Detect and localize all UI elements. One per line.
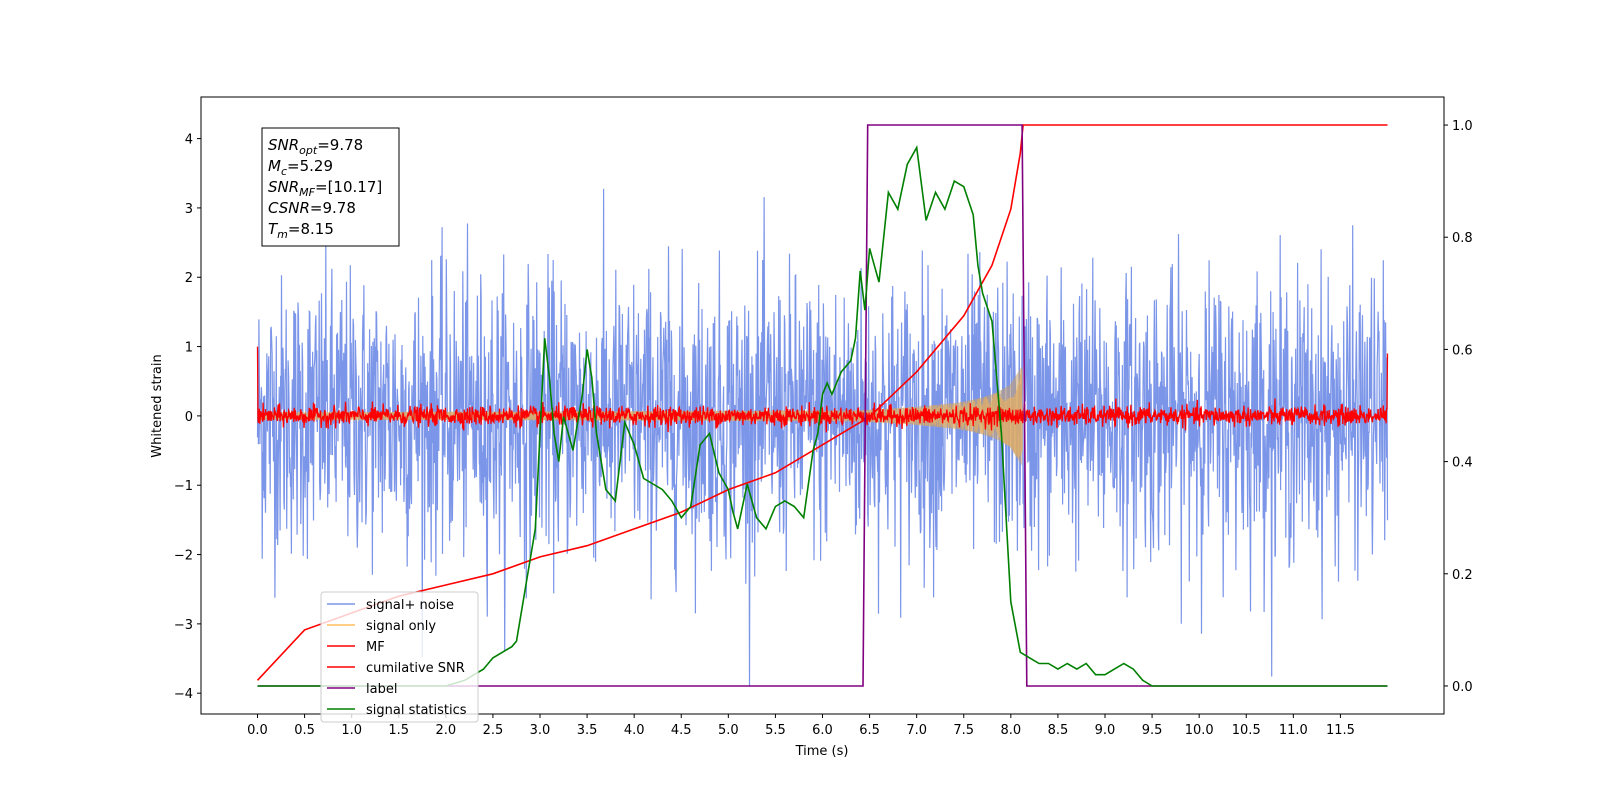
x-tick-label: 11.5 bbox=[1326, 723, 1355, 738]
x-tick-label: 9.0 bbox=[1095, 723, 1116, 738]
legend-label: label bbox=[366, 682, 397, 697]
y-right-tick-label: 0.2 bbox=[1452, 568, 1473, 583]
y-left-tick-label: −3 bbox=[174, 618, 193, 633]
y-right-tick-label: 0.0 bbox=[1452, 680, 1473, 695]
y-left-tick-label: 1 bbox=[185, 341, 193, 356]
series-label bbox=[257, 124, 1388, 687]
x-tick-label: 6.0 bbox=[812, 723, 833, 738]
legend-label: signal only bbox=[366, 619, 436, 634]
info-line: Tm=8.15 bbox=[268, 220, 334, 241]
series-layer bbox=[256, 124, 1389, 687]
info-line: SNRMF=[10.17] bbox=[268, 178, 382, 199]
series-mf bbox=[256, 346, 1389, 433]
x-axis: 0.0 0.5 1.0 1.5 2.0 2.5 3.0 3.5 4.0 4.5 5.0 5.5 6.0 6… bbox=[247, 714, 1355, 738]
info-line: SNRopt=9.78 bbox=[268, 136, 363, 157]
x-tick-label: 0.5 bbox=[294, 723, 315, 738]
x-tick-label: 8.0 bbox=[1000, 723, 1021, 738]
y-left-tick-label: −2 bbox=[174, 549, 193, 564]
x-tick-label: 5.0 bbox=[718, 723, 739, 738]
y-left-tick-label: 3 bbox=[185, 202, 193, 217]
y-left-tick-label: 0 bbox=[185, 410, 193, 425]
x-tick-label: 2.0 bbox=[435, 723, 456, 738]
x-tick-label: 10.5 bbox=[1232, 723, 1261, 738]
info-line: Mc=5.29 bbox=[268, 157, 333, 178]
x-tick-label: 1.0 bbox=[341, 723, 362, 738]
y-axis-label: Whitened strain bbox=[150, 354, 165, 457]
y-right-tick-label: 0.4 bbox=[1452, 456, 1473, 471]
x-tick-label: 7.0 bbox=[906, 723, 927, 738]
legend-label: MF bbox=[366, 640, 385, 655]
y-right-tick-label: 0.6 bbox=[1452, 343, 1473, 358]
info-box: SNRopt=9.78Mc=5.29SNRMF=[10.17]CSNR=9.78… bbox=[261, 127, 400, 247]
x-tick-label: 0.0 bbox=[247, 723, 268, 738]
legend-label: cumilative SNR bbox=[366, 661, 465, 676]
x-tick-label: 11.0 bbox=[1279, 723, 1308, 738]
x-tick-label: 3.0 bbox=[530, 723, 551, 738]
y-axis-right: 1.0 0.8 0.6 0.4 0.2 0.0 bbox=[1444, 119, 1473, 695]
x-tick-label: 7.5 bbox=[953, 723, 974, 738]
legend-label: signal statistics bbox=[366, 703, 467, 718]
y-axis-left: 4 3 2 1 0 −1 −2 −3 −4 bbox=[174, 133, 201, 702]
y-left-tick-label: −4 bbox=[174, 687, 193, 702]
y-left-tick-label: 2 bbox=[185, 271, 193, 286]
x-tick-label: 1.5 bbox=[388, 723, 409, 738]
x-tick-label: 5.5 bbox=[765, 723, 786, 738]
x-tick-label: 8.5 bbox=[1048, 723, 1069, 738]
y-left-tick-label: 4 bbox=[185, 133, 193, 148]
x-axis-label: Time (s) bbox=[795, 744, 849, 759]
x-tick-label: 3.5 bbox=[577, 723, 598, 738]
info-line: CSNR=9.78 bbox=[268, 199, 356, 217]
y-right-tick-label: 1.0 bbox=[1452, 119, 1473, 134]
x-tick-label: 4.0 bbox=[624, 723, 645, 738]
legend: signal+ noise signal only MF cumilative SNR… bbox=[320, 591, 479, 723]
legend-label: signal+ noise bbox=[366, 598, 454, 613]
x-tick-label: 9.5 bbox=[1142, 723, 1163, 738]
x-tick-label: 6.5 bbox=[859, 723, 880, 738]
x-tick-label: 10.0 bbox=[1185, 723, 1214, 738]
x-tick-label: 4.5 bbox=[671, 723, 692, 738]
series-signal-statistics bbox=[257, 144, 1388, 687]
legend-frame bbox=[320, 591, 479, 723]
y-right-tick-label: 0.8 bbox=[1452, 231, 1473, 246]
y-left-tick-label: −1 bbox=[174, 479, 193, 494]
info-box-frame bbox=[261, 127, 400, 247]
x-tick-label: 2.5 bbox=[483, 723, 504, 738]
